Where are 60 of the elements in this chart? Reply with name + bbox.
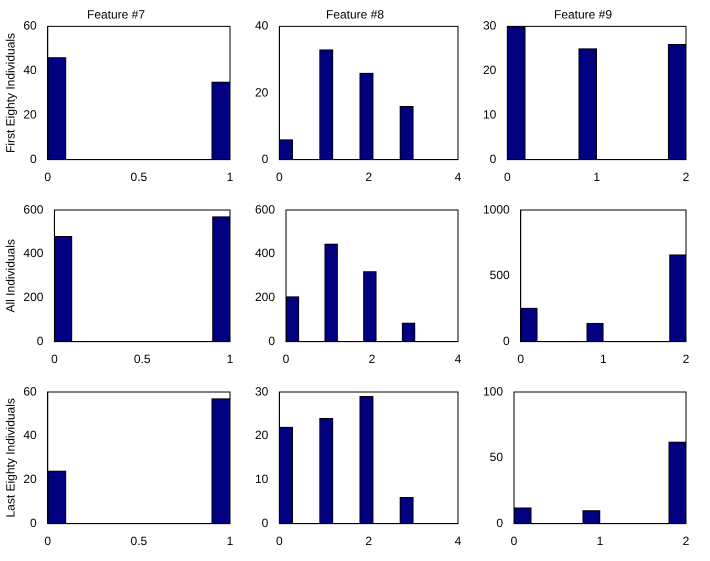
y-tick-label: 200 xyxy=(254,290,276,304)
y-axis-title: All Individuals xyxy=(4,239,18,312)
y-tick-label: 500 xyxy=(490,268,510,282)
y-tick-label: 20 xyxy=(23,108,38,122)
y-tick-label: 600 xyxy=(254,202,276,216)
y-tick-label: 600 xyxy=(23,202,44,216)
y-tick-label: 0 xyxy=(30,152,38,166)
x-tick-label: 0.5 xyxy=(130,534,148,548)
y-tick-label: 0 xyxy=(36,334,44,348)
x-tick-label: 2 xyxy=(682,534,690,548)
x-tick-label: 0 xyxy=(517,352,524,366)
y-tick-label: 0 xyxy=(262,516,269,530)
y-tick-label: 60 xyxy=(23,384,38,398)
x-tick-label: 2 xyxy=(682,170,690,184)
x-tick-label: 4 xyxy=(454,352,462,366)
y-tick-label: 20 xyxy=(254,428,269,442)
x-tick-label: 1 xyxy=(226,352,234,366)
x-tick-label: 2 xyxy=(365,170,372,184)
y-axis-title: First Eighty Individuals xyxy=(4,32,18,154)
y-axis-title: Last Eighty Individuals xyxy=(4,398,18,518)
x-tick-label: 0 xyxy=(282,352,290,366)
y-tick-label: 0 xyxy=(268,334,276,348)
y-tick-label: 40 xyxy=(23,63,38,78)
y-tick-label: 0 xyxy=(262,152,269,166)
chart-title: Feature #9 xyxy=(554,8,612,22)
x-tick-label: 2 xyxy=(368,352,376,366)
y-tick-label: 10 xyxy=(254,472,269,486)
y-tick-label: 400 xyxy=(254,246,276,260)
x-tick-label: 0.5 xyxy=(130,170,148,184)
x-tick-label: 1 xyxy=(226,534,234,548)
chart-title: Feature #7 xyxy=(86,8,146,22)
y-tick-label: 20 xyxy=(254,85,269,100)
y-tick-label: 30 xyxy=(254,384,269,398)
x-tick-label: 1 xyxy=(593,170,600,184)
y-tick-label: 60 xyxy=(23,18,38,33)
x-tick-label: 0.5 xyxy=(134,352,151,366)
y-tick-label: 100 xyxy=(482,384,504,398)
y-tick-label: 200 xyxy=(23,290,44,304)
x-tick-label: 1 xyxy=(600,352,608,366)
chart-title: Feature #8 xyxy=(326,8,384,22)
x-tick-label: 2 xyxy=(365,534,372,548)
y-tick-label: 0 xyxy=(30,516,38,530)
y-tick-label: 0 xyxy=(490,152,497,166)
y-tick-label: 400 xyxy=(23,246,44,260)
y-tick-label: 0 xyxy=(496,516,504,530)
y-tick-label: 1000 xyxy=(482,202,510,216)
y-tick-label: 40 xyxy=(23,428,38,442)
x-tick-label: 1 xyxy=(596,534,604,548)
y-tick-label: 10 xyxy=(482,108,497,122)
y-tick-label: 30 xyxy=(482,18,497,33)
y-tick-label: 20 xyxy=(23,472,38,486)
x-tick-label: 4 xyxy=(454,170,462,184)
y-tick-label: 50 xyxy=(490,450,504,464)
y-tick-label: 20 xyxy=(482,63,497,78)
y-tick-label: 40 xyxy=(254,18,269,33)
x-tick-label: 2 xyxy=(682,352,690,366)
x-tick-label: 0 xyxy=(51,352,58,366)
x-tick-label: 4 xyxy=(454,534,462,548)
y-tick-label: 0 xyxy=(503,334,510,348)
x-tick-label: 1 xyxy=(226,170,234,184)
